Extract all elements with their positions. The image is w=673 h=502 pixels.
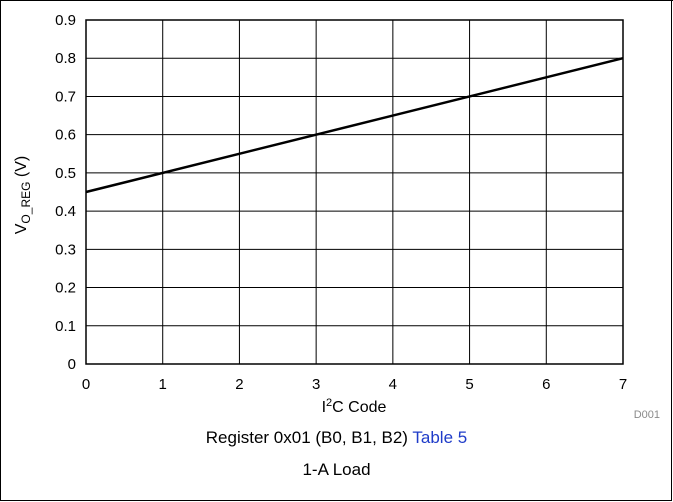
x-tick-label: 0 [82,376,90,393]
plot-area [85,19,624,365]
table-5-link[interactable]: Table 5 [412,428,468,447]
y-tick-label: 0 [68,356,76,373]
x-tick-label: 5 [465,376,473,393]
grid [85,19,624,365]
y-tick-label: 0.3 [55,241,76,258]
x-axis-label-rest: C Code [332,399,386,416]
y-tick-label: 0.4 [55,203,76,220]
y-axis-label-rest: (V) [13,156,30,182]
x-tick-label: 4 [389,376,397,393]
y-tick-label: 0.1 [55,318,76,335]
caption-text: Register 0x01 (B0, B1, B2) [205,428,413,447]
y-axis-label-sub: O_REG [19,182,33,224]
caption-line-2: 1-A Load [302,460,371,479]
x-axis-label: I2C Code [322,397,387,416]
caption-line-1: Register 0x01 (B0, B1, B2) Table 5 [0,428,673,448]
x-tick-label: 7 [619,376,627,393]
x-tick-label: 6 [542,376,550,393]
x-tick-label: 2 [235,376,243,393]
y-axis-label: VO_REG (V) [13,156,33,234]
y-axis-label-main: V [13,223,30,234]
y-tick-label: 0.9 [55,12,76,29]
y-tick-label: 0.5 [55,165,76,182]
x-axis-label-main: I [322,399,326,416]
figure-code: D001 [634,409,660,421]
y-tick-label: 0.8 [55,50,76,67]
top-border [0,0,673,1]
x-axis-label-sup: 2 [326,397,332,409]
y-tick-label: 0.7 [55,88,76,105]
x-tick-label: 1 [159,376,167,393]
tick-labels: 0 1 2 3 4 5 6 7 0 0.1 0.2 0.3 0.4 0.5 0.6 0.7 0.8 0.9 [55,12,627,393]
y-tick-label: 0.6 [55,127,76,144]
series-line [85,57,624,194]
x-tick-label: 3 [312,376,320,393]
y-tick-label: 0.2 [55,280,76,297]
series-group [85,57,624,194]
